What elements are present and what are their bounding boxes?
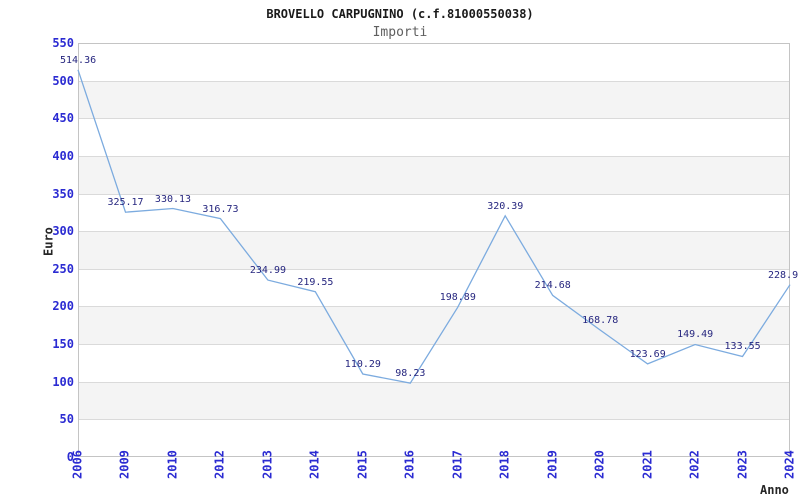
value-label: 219.55 [297,276,334,288]
gridline [79,155,789,157]
value-label: 234.99 [249,265,286,277]
gridline [79,80,789,82]
value-label: 123.69 [629,348,666,360]
value-label: 325.17 [107,197,144,209]
value-label: 168.78 [582,314,619,326]
y-tick-label: 350 [52,186,74,201]
y-tick-label: 150 [52,337,74,352]
y-tick-label: 450 [52,111,74,126]
gridline [79,344,789,346]
gridline [79,419,789,421]
x-axis-title: Anno [760,483,789,497]
value-label: 198.89 [439,292,476,304]
value-label: 228.9 [768,269,799,281]
gridline [79,306,789,308]
y-tick-label: 400 [52,148,74,163]
grid-band [79,81,789,120]
y-tick-label: 50 [59,412,74,427]
grid-band [79,156,789,195]
value-label: 98.23 [395,368,426,380]
y-tick-label: 100 [52,374,74,389]
grid-band [79,382,789,421]
gridline [79,268,789,270]
chart-subtitle: Importi [372,25,428,40]
gridline [79,231,789,233]
y-tick-label: 250 [52,261,74,276]
value-label: 316.73 [202,203,239,215]
value-label: 214.68 [534,280,571,292]
grid-band [79,232,789,270]
gridline [79,118,789,120]
y-tick-label: 300 [52,224,74,239]
value-label: 133.55 [724,341,761,353]
chart-title: BROVELLO CARPUGNINO (c.f.81000550038) [266,7,534,21]
value-label: 110.29 [344,358,381,370]
plot-area [78,43,790,457]
value-label: 149.49 [677,329,714,341]
gridline [79,381,789,383]
y-tick-label: 500 [52,73,74,88]
value-label: 514.36 [60,54,97,66]
y-tick-label: 0 [66,450,74,464]
value-label: 330.13 [154,193,192,205]
value-label: 320.39 [487,200,524,212]
y-tick-label: 550 [52,36,74,50]
y-tick-label: 200 [52,299,74,314]
